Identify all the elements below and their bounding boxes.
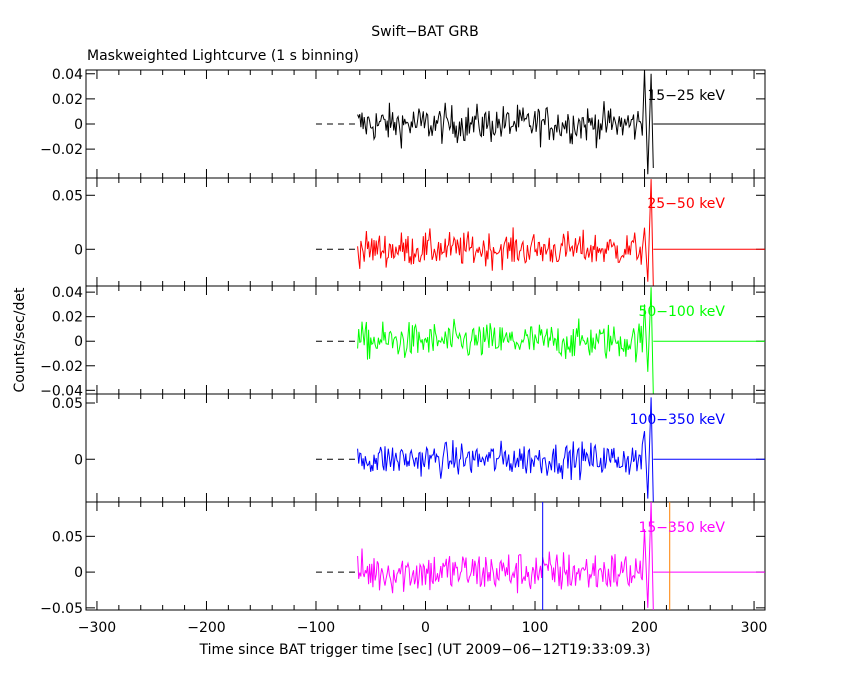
x-tick-label: 0 — [421, 620, 430, 636]
x-tick-label: −200 — [187, 620, 225, 636]
x-tick-label: 200 — [631, 620, 658, 636]
y-tick-label: −0.02 — [40, 359, 83, 375]
y-tick-label: 0.02 — [52, 92, 83, 108]
x-tick-label: 300 — [741, 620, 768, 636]
x-tick-label: 100 — [522, 620, 549, 636]
y-tick-label: 0 — [74, 117, 83, 133]
lightcurve-series — [357, 179, 654, 287]
panel-frame — [85, 177, 766, 287]
energy-band-label: 15−350 keV — [638, 520, 725, 536]
energy-band-label: 50−100 keV — [638, 304, 725, 320]
x-tick-label: −300 — [78, 620, 116, 636]
panel-5: 0.05 0 −0.05 15−350 keV — [40, 501, 766, 617]
x-axis: −300 −200 −100 0 100 200 300 — [78, 620, 768, 636]
lightcurve-series — [357, 397, 654, 503]
x-tick-label: −100 — [297, 620, 335, 636]
energy-band-label: 100−350 keV — [630, 412, 726, 428]
panel-1: 0.04 0.02 0 −0.02 15−25 keV — [40, 67, 766, 179]
energy-band-label: 25−50 keV — [647, 196, 725, 212]
y-tick-label: 0 — [74, 242, 83, 258]
lightcurve-series — [357, 287, 654, 395]
y-tick-label: 0.04 — [52, 285, 83, 301]
y-tick-label: −0.05 — [40, 601, 83, 617]
x-axis-label: Time since BAT trigger time [sec] (UT 20… — [198, 642, 650, 658]
y-tick-label: −0.02 — [40, 142, 83, 158]
y-tick-label: 0 — [74, 334, 83, 350]
y-tick-label: 0 — [74, 565, 83, 581]
y-tick-label: 0.05 — [52, 529, 83, 545]
panel-frame — [85, 501, 766, 611]
panel-2: 0.05 0 25−50 keV — [52, 177, 766, 287]
panel-4: 0.05 0 100−350 keV — [52, 393, 766, 503]
chart-subtitle: Maskweighted Lightcurve (1 s binning) — [87, 48, 359, 64]
panel-frame — [85, 393, 766, 503]
energy-band-label: 15−25 keV — [647, 88, 725, 104]
y-tick-label: −0.04 — [40, 383, 83, 399]
lightcurve-series — [357, 69, 654, 175]
y-tick-label: 0 — [74, 452, 83, 468]
panel-3: 0.04 0.02 0 −0.02 −0.04 50−100 keV — [40, 285, 766, 399]
y-tick-label: 0.04 — [52, 67, 83, 83]
y-tick-label: 0.05 — [52, 188, 83, 204]
lightcurve-series — [357, 501, 654, 611]
chart-title: Swift−BAT GRB — [371, 24, 478, 40]
y-tick-label: 0.02 — [52, 310, 83, 326]
y-axis-label: Counts/sec/det — [12, 287, 28, 392]
y-tick-label: 0.05 — [52, 396, 83, 412]
